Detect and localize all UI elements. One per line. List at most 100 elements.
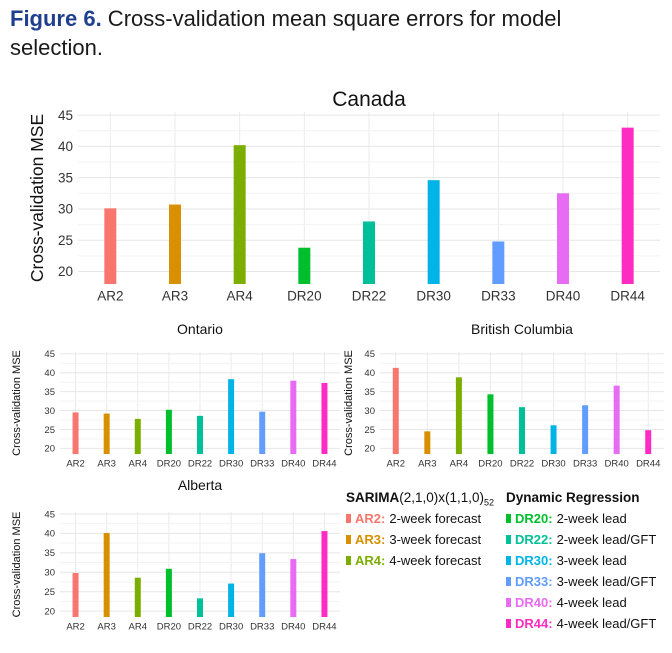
bar-dr33 bbox=[492, 241, 505, 284]
x-tick-label: DR40 bbox=[546, 289, 581, 304]
x-tick-label: AR4 bbox=[129, 459, 147, 470]
y-tick-label: 40 bbox=[58, 139, 73, 154]
y-tick-label: 35 bbox=[58, 170, 73, 185]
legend-swatch bbox=[506, 556, 511, 565]
y-tick-label: 40 bbox=[44, 368, 55, 379]
bar-ar3 bbox=[424, 431, 431, 454]
legend-key: AR2: bbox=[355, 511, 386, 526]
x-tick-label: DR20 bbox=[287, 289, 322, 304]
y-tick-label: 40 bbox=[364, 368, 375, 379]
legend-key: DR30: bbox=[515, 553, 553, 568]
bar-dr44 bbox=[645, 430, 652, 454]
bar-dr44 bbox=[321, 382, 328, 454]
bar-dr33 bbox=[259, 553, 266, 617]
x-tick-label: DR22 bbox=[352, 289, 387, 304]
legend-swatch bbox=[506, 535, 511, 544]
chart-ontario: 20 25 30 35 40 45 AR2 AR3 AR4 DR20 DR22 DR30 DR33 DR4… bbox=[11, 321, 340, 470]
x-tick-label: AR3 bbox=[162, 289, 188, 304]
bar-dr33 bbox=[259, 411, 266, 454]
legend-desc: 2-week forecast bbox=[389, 511, 482, 526]
legend: SARIMA(2,1,0)x(1,1,0)52 AR2: 2-week forec… bbox=[340, 488, 670, 638]
y-tick-label: 20 bbox=[58, 264, 73, 279]
legend-swatch bbox=[506, 619, 511, 628]
y-tick-label: 25 bbox=[44, 425, 55, 436]
legend-item-ar2-: AR2: 2-week forecast bbox=[346, 508, 494, 529]
legend-desc: 4-week forecast bbox=[389, 553, 482, 568]
legend-item-dr20-: DR20: 2-week lead bbox=[506, 508, 656, 529]
x-tick-label: DR44 bbox=[312, 459, 336, 470]
x-tick-label: DR30 bbox=[541, 459, 565, 470]
legend-sarima-title: SARIMA(2,1,0)x(1,1,0)52 bbox=[346, 490, 495, 508]
legend-desc: 3-week forecast bbox=[389, 532, 482, 547]
x-tick-label: DR33 bbox=[250, 622, 274, 633]
x-tick-label: DR33 bbox=[573, 459, 597, 470]
y-tick-label: 35 bbox=[44, 387, 55, 398]
legend-desc: 4-week lead bbox=[556, 595, 627, 610]
x-tick-label: DR33 bbox=[481, 289, 516, 304]
figure-caption-text: Cross-validation mean square errors for … bbox=[10, 6, 562, 60]
chart-title: Alberta bbox=[178, 477, 223, 493]
y-tick-label: 25 bbox=[364, 425, 375, 436]
chart-title: Ontario bbox=[177, 321, 223, 337]
legend-desc: 3-week lead bbox=[556, 553, 627, 568]
chart-title: British Columbia bbox=[471, 321, 573, 337]
bar-ar2 bbox=[72, 412, 79, 454]
y-tick-label: 30 bbox=[44, 568, 55, 579]
y-axis-label: Cross-validation MSE bbox=[11, 350, 23, 456]
x-tick-label: DR30 bbox=[416, 289, 451, 304]
bar-ar4 bbox=[233, 145, 246, 284]
legend-sarima-column: SARIMA(2,1,0)x(1,1,0)52 AR2: 2-week forec… bbox=[346, 488, 494, 571]
x-tick-label: AR4 bbox=[129, 622, 147, 633]
bar-ar2 bbox=[392, 367, 399, 454]
y-tick-label: 45 bbox=[44, 509, 55, 520]
legend-key: AR3: bbox=[355, 532, 386, 547]
x-tick-label: AR2 bbox=[97, 289, 123, 304]
x-tick-label: DR30 bbox=[219, 459, 243, 470]
x-tick-label: DR44 bbox=[312, 622, 336, 633]
legend-dr-column: Dynamic Regression DR20: 2-week lead DR22:… bbox=[506, 488, 656, 634]
bar-ar3 bbox=[103, 413, 110, 454]
x-tick-label: DR30 bbox=[219, 622, 243, 633]
y-tick-label: 30 bbox=[58, 202, 73, 217]
y-tick-label: 45 bbox=[58, 108, 73, 123]
y-tick-label: 20 bbox=[364, 444, 375, 455]
legend-item-dr22-: DR22: 2-week lead/GFT bbox=[506, 529, 656, 550]
y-tick-label: 25 bbox=[44, 587, 55, 598]
bar-dr30 bbox=[228, 379, 235, 454]
legend-key: AR4: bbox=[355, 553, 386, 568]
y-axis-label: Cross-validation MSE bbox=[343, 350, 355, 456]
x-tick-label: DR44 bbox=[636, 459, 660, 470]
bar-dr40 bbox=[613, 385, 620, 454]
legend-item-ar3-: AR3: 3-week forecast bbox=[346, 529, 494, 550]
legend-desc: 2-week lead/GFT bbox=[556, 532, 657, 547]
x-tick-label: DR40 bbox=[605, 459, 629, 470]
legend-swatch bbox=[346, 535, 351, 544]
legend-item-ar4-: AR4: 4-week forecast bbox=[346, 550, 494, 571]
legend-desc: 3-week lead/GFT bbox=[556, 574, 657, 589]
y-axis-label: Cross-validation MSE bbox=[11, 512, 23, 618]
y-tick-label: 20 bbox=[44, 444, 55, 455]
x-tick-label: DR20 bbox=[478, 459, 502, 470]
y-tick-label: 35 bbox=[364, 387, 375, 398]
legend-dr-title: Dynamic Regression bbox=[506, 490, 640, 505]
bar-dr22 bbox=[197, 415, 203, 454]
x-tick-label: AR3 bbox=[97, 622, 115, 633]
bar-ar2 bbox=[104, 208, 117, 284]
legend-key: DR22: bbox=[515, 532, 553, 547]
legend-key: DR33: bbox=[515, 574, 553, 589]
x-tick-label: DR33 bbox=[250, 459, 274, 470]
bar-ar4 bbox=[134, 577, 141, 617]
bar-ar4 bbox=[455, 377, 462, 454]
bar-dr33 bbox=[582, 405, 589, 454]
legend-swatch bbox=[346, 514, 351, 523]
bar-dr40 bbox=[557, 193, 569, 284]
x-tick-label: DR20 bbox=[157, 622, 181, 633]
x-tick-label: DR40 bbox=[281, 622, 305, 633]
bar-dr20 bbox=[165, 568, 172, 617]
y-axis-label: Cross-validation MSE bbox=[27, 114, 47, 282]
y-tick-label: 40 bbox=[44, 529, 55, 540]
bar-dr30 bbox=[228, 583, 235, 617]
x-tick-label: DR22 bbox=[510, 459, 534, 470]
x-tick-label: AR2 bbox=[387, 459, 405, 470]
legend-key: DR20: bbox=[515, 511, 553, 526]
